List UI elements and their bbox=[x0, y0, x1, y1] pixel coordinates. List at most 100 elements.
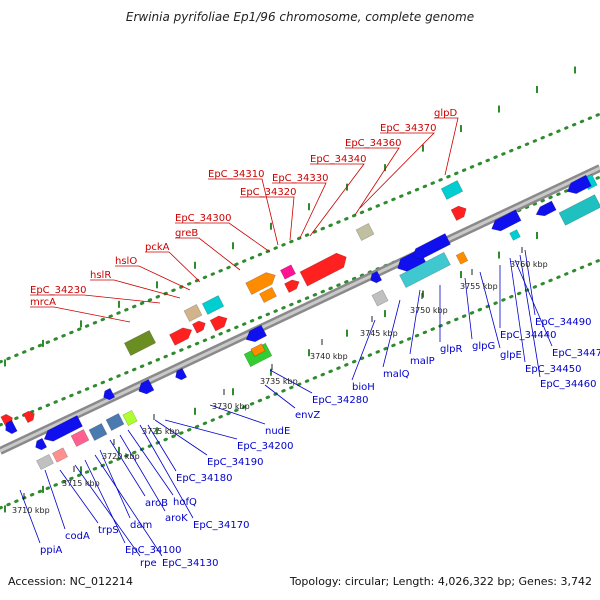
map-title: Erwinia pyrifoliae Ep1/96 chromosome, co… bbox=[125, 10, 475, 24]
reverse-gene-5 bbox=[88, 423, 108, 441]
reverse-gene-15 bbox=[250, 343, 266, 357]
forward-gene-label: glpD bbox=[434, 108, 457, 119]
reverse-leader bbox=[164, 419, 238, 440]
forward-gene-11-shape bbox=[279, 264, 297, 280]
reverse-leader bbox=[84, 459, 126, 544]
forward-gene-label: hslR bbox=[90, 270, 111, 281]
forward-leader bbox=[240, 196, 295, 241]
reverse-gene-21-shape bbox=[455, 251, 469, 265]
reverse-gene-16-shape bbox=[370, 270, 383, 284]
reverse-gene-21 bbox=[455, 251, 469, 265]
forward-leader bbox=[175, 222, 271, 253]
reverse-gene-label: dam bbox=[130, 520, 152, 531]
reverse-gene-4 bbox=[70, 429, 90, 447]
reverse-gene-1-shape bbox=[5, 419, 18, 435]
reverse-gene-13 bbox=[245, 324, 268, 343]
reverse-gene-20-shape bbox=[399, 251, 451, 289]
reverse-gene-7-shape bbox=[122, 409, 138, 427]
scale-tick-label: 3735 kbp bbox=[260, 377, 298, 386]
scale-tick-label: 3755 kbp bbox=[460, 282, 498, 291]
forward-leader bbox=[345, 147, 400, 216]
reverse-gene-25 bbox=[509, 229, 521, 241]
reverse-gene-22-shape bbox=[491, 209, 522, 232]
reverse-leader bbox=[209, 404, 266, 425]
scale-tick-label: 3720 kbp bbox=[102, 452, 140, 461]
reverse-gene-25-shape bbox=[509, 229, 521, 241]
forward-gene-18-shape bbox=[558, 194, 600, 226]
reverse-gene-label: glpG bbox=[472, 341, 495, 352]
forward-gene-12 bbox=[284, 279, 300, 294]
genome-backbone bbox=[0, 164, 600, 455]
reverse-gene-label: EpC_34190 bbox=[207, 457, 263, 468]
forward-gene-label: pckA bbox=[145, 242, 170, 253]
scale-tick-label: 3745 kbp bbox=[360, 329, 398, 338]
forward-gene-4-shape bbox=[169, 327, 193, 346]
reverse-leader bbox=[519, 254, 541, 378]
reverse-gene-8-shape bbox=[36, 453, 54, 471]
reverse-gene-10 bbox=[103, 387, 116, 401]
forward-gene-label: EpC_34310 bbox=[208, 169, 264, 180]
forward-leader bbox=[208, 178, 279, 246]
reverse-gene-label: rpe bbox=[140, 558, 157, 569]
reverse-gene-label: EpC_34200 bbox=[237, 441, 293, 452]
reverse-gene-12 bbox=[175, 367, 188, 381]
reverse-gene-4-shape bbox=[70, 429, 90, 447]
reverse-gene-19 bbox=[411, 233, 451, 260]
reverse-leader bbox=[59, 469, 99, 524]
reverse-gene-label: glpR bbox=[440, 344, 462, 355]
scale-tick-label: 3710 kbp bbox=[12, 506, 50, 515]
forward-gene-3 bbox=[123, 329, 157, 357]
reverse-gene-19-shape bbox=[411, 233, 451, 260]
reverse-leader bbox=[269, 369, 313, 394]
reverse-gene-13-shape bbox=[245, 324, 268, 343]
forward-gene-9 bbox=[245, 272, 276, 296]
forward-gene-label: greB bbox=[175, 228, 198, 239]
reverse-gene-3 bbox=[43, 415, 83, 442]
forward-gene-label: EpC_34370 bbox=[380, 123, 436, 134]
reverse-leader bbox=[382, 299, 401, 368]
scale-tick-label: 3715 kbp bbox=[62, 479, 100, 488]
accession-text: Accession: NC_012214 bbox=[8, 575, 134, 588]
forward-gene-14 bbox=[355, 223, 375, 241]
reverse-gene-label: aroK bbox=[165, 513, 188, 524]
reverse-leader bbox=[479, 271, 501, 349]
reverse-gene-20 bbox=[399, 251, 451, 289]
reverse-leader bbox=[94, 454, 163, 557]
forward-gene-7-shape bbox=[201, 295, 225, 315]
forward-gene-7 bbox=[201, 295, 225, 315]
forward-gene-label: EpC_34300 bbox=[175, 213, 231, 224]
forward-gene-6 bbox=[183, 304, 203, 322]
reverse-leader bbox=[524, 249, 536, 316]
forward-gene-15-shape bbox=[440, 180, 464, 200]
reverse-gene-label: hofQ bbox=[173, 497, 197, 508]
reverse-gene-6 bbox=[105, 413, 125, 431]
forward-gene-label: EpC_34360 bbox=[345, 138, 401, 149]
reverse-gene-label: EpC_34180 bbox=[176, 473, 232, 484]
reverse-gene-24-shape bbox=[566, 174, 592, 194]
reverse-gene-label: EpC_34170 bbox=[193, 520, 249, 531]
forward-gene-5 bbox=[191, 320, 206, 334]
forward-gene-10 bbox=[259, 286, 277, 304]
reverse-gene-22 bbox=[491, 209, 522, 232]
forward-gene-18 bbox=[558, 194, 600, 226]
reverse-gene-3-shape bbox=[43, 415, 83, 442]
forward-gene-2-shape bbox=[22, 410, 35, 424]
reverse-leader bbox=[74, 464, 141, 557]
reverse-gene-label: EpC_34440 bbox=[500, 330, 556, 341]
reverse-gene-label: trpS bbox=[98, 525, 119, 536]
reverse-gene-2-shape bbox=[35, 437, 48, 451]
reverse-leader bbox=[127, 429, 174, 496]
forward-leader bbox=[434, 117, 459, 176]
forward-gene-14-shape bbox=[355, 223, 375, 241]
label-leader-lines bbox=[19, 117, 553, 557]
reverse-leader bbox=[19, 489, 41, 544]
reverse-gene-label: EpC_34470 bbox=[552, 348, 600, 359]
reverse-leader bbox=[44, 469, 66, 530]
reverse-gene-9 bbox=[51, 447, 69, 463]
reverse-gene-11-shape bbox=[138, 379, 155, 395]
reverse-gene-label: EpC_34460 bbox=[540, 379, 596, 390]
reverse-gene-7 bbox=[122, 409, 138, 427]
reverse-gene-label: codA bbox=[65, 531, 90, 542]
